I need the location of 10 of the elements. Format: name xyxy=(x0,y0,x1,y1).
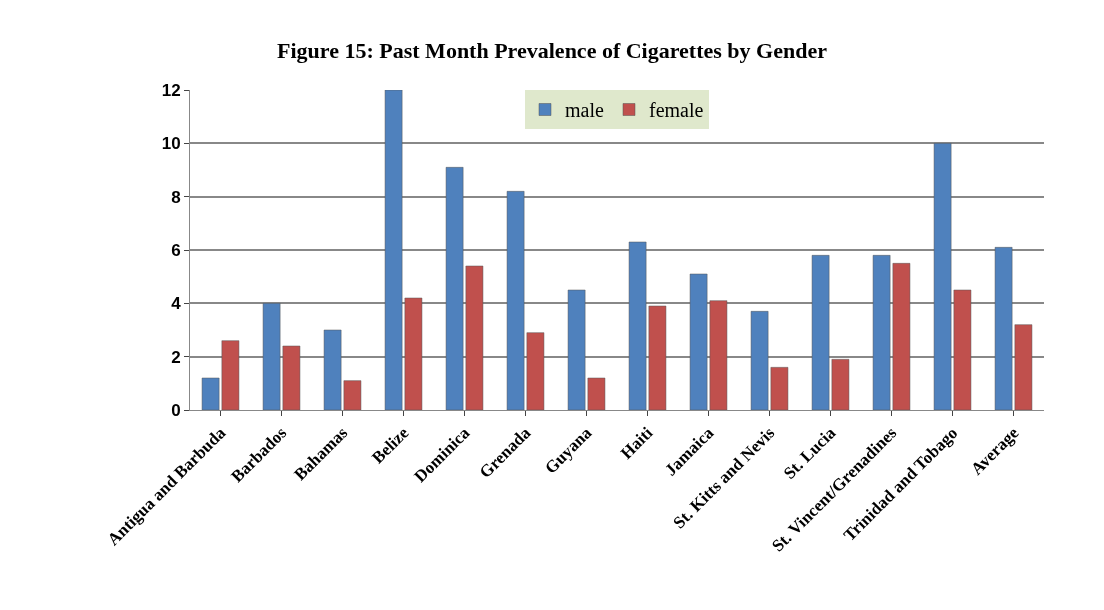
y-tick-label: 10 xyxy=(161,134,181,154)
y-tick-label: 0 xyxy=(171,400,181,420)
y-tick-label: 4 xyxy=(171,294,182,314)
y-tick-label: 2 xyxy=(171,347,181,367)
chart-title: Figure 15: Past Month Prevalence of Cigarettes by Gender xyxy=(277,38,828,64)
y-tick-label: 12 xyxy=(161,80,181,100)
legend-label: male xyxy=(565,99,604,122)
legend-label: female xyxy=(648,99,704,122)
y-tick-label: 6 xyxy=(171,240,181,260)
y-tick-label: 8 xyxy=(171,187,181,207)
